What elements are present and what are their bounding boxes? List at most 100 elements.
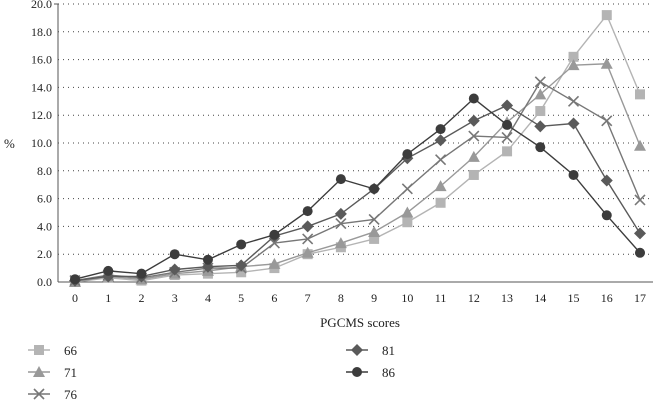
legend-label: 81 [382,343,395,358]
data-point-66 [369,233,380,244]
legend-label: 76 [64,387,78,402]
series-66 [70,10,645,287]
x-tick-label: 17 [634,291,646,305]
y-tick-label: 12.0 [31,108,52,122]
data-point-86 [435,124,446,135]
x-tick-label: 4 [205,291,211,305]
data-point-66 [236,267,247,278]
y-tick-label: 0.0 [37,275,52,289]
x-tick-label: 9 [371,291,377,305]
legend-item-76: 76 [28,387,78,402]
x-tick-label: 10 [401,291,413,305]
x-tick-label: 5 [238,291,244,305]
y-tick-label: 14.0 [31,80,52,94]
data-point-81 [168,263,181,276]
legend-item-81: 81 [346,343,395,358]
x-tick-label: 13 [501,291,513,305]
data-point-81 [501,99,514,112]
y-tick-label: 8.0 [37,164,52,178]
x-tick-label: 0 [72,291,78,305]
data-point-71 [301,246,314,258]
data-point-76 [634,194,646,206]
x-tick-label: 3 [172,291,178,305]
data-point-81 [534,120,547,133]
data-point-66 [535,106,546,117]
data-point-86 [402,149,413,160]
y-tick-label: 16.0 [31,53,52,67]
data-point-86 [535,142,546,153]
axes [54,3,653,283]
data-point-86 [369,183,380,194]
data-point-66 [601,10,612,21]
y-tick-label: 18.0 [31,25,52,39]
x-axis-label: PGCMS scores [320,315,400,330]
x-tick-label: 15 [568,291,580,305]
data-point-86 [568,169,579,180]
data-point-81 [434,134,447,147]
legend-label: 71 [64,365,77,380]
data-point-66 [435,197,446,208]
x-tick-label: 2 [138,291,144,305]
data-point-76 [401,183,413,195]
data-point-76 [567,95,580,107]
data-point-71 [634,139,646,151]
series-line-86 [74,97,641,280]
data-point-81 [467,114,480,127]
x-tick-label: 1 [105,291,111,305]
data-point-76 [302,233,314,245]
x-tick-label: 16 [601,291,613,305]
series-line-76 [74,80,641,282]
data-point-76 [501,131,513,144]
x-tick-label: 7 [305,291,311,305]
data-point-81 [634,227,646,240]
y-tick-label: 20.0 [31,0,52,11]
legend-marker [33,388,45,400]
y-tick-label: 10.0 [31,136,52,150]
data-point-71 [268,257,281,269]
x-tick-label: 11 [435,291,447,305]
y-axis-label: % [4,136,15,151]
legend: 66 71 76 81 86 [28,343,396,402]
series-line-66 [74,13,641,283]
series-81 [69,99,646,287]
data-point-76 [534,76,546,88]
data-point-76 [368,213,380,226]
data-point-86 [236,239,247,250]
data-point-71 [567,59,580,71]
legend-label: 86 [382,365,396,380]
y-tick-labels: 0.0 2.0 4.0 6.0 8.0 10.0 12.0 14.0 16.0 18.0 20.0 [31,0,52,289]
x-tick-label: 14 [534,291,546,305]
data-point-76 [435,154,447,166]
data-point-71 [534,88,547,100]
legend-label: 66 [64,343,78,358]
x-tick-labels: 0 1 2 3 4 5 6 7 8 9 10 11 12 13 14 15 16 17 [72,291,646,305]
legend-item-66: 66 [28,343,78,358]
data-point-71 [434,180,447,192]
data-point-71 [600,57,613,69]
data-point-66 [402,217,413,228]
series-86 [70,93,645,285]
data-point-76 [468,130,480,142]
data-point-86 [635,247,645,258]
data-point-81 [334,207,347,220]
series-line-81 [74,104,641,282]
data-point-86 [169,249,180,260]
data-point-86 [103,265,114,276]
data-point-81 [235,259,248,272]
data-point-71 [467,150,480,162]
data-point-81 [600,174,613,187]
data-point-86 [302,206,313,217]
legend-marker [351,344,363,356]
data-point-66 [468,169,479,180]
y-tick-label: 2.0 [37,247,52,261]
data-point-86 [502,119,513,130]
data-point-86 [269,229,280,240]
legend-item-71: 71 [28,365,77,380]
x-tick-label: 8 [338,291,344,305]
data-point-86 [70,274,80,285]
legend-marker [33,366,45,377]
data-point-71 [368,225,381,237]
legend-marker [34,345,44,355]
data-point-86 [468,93,479,104]
